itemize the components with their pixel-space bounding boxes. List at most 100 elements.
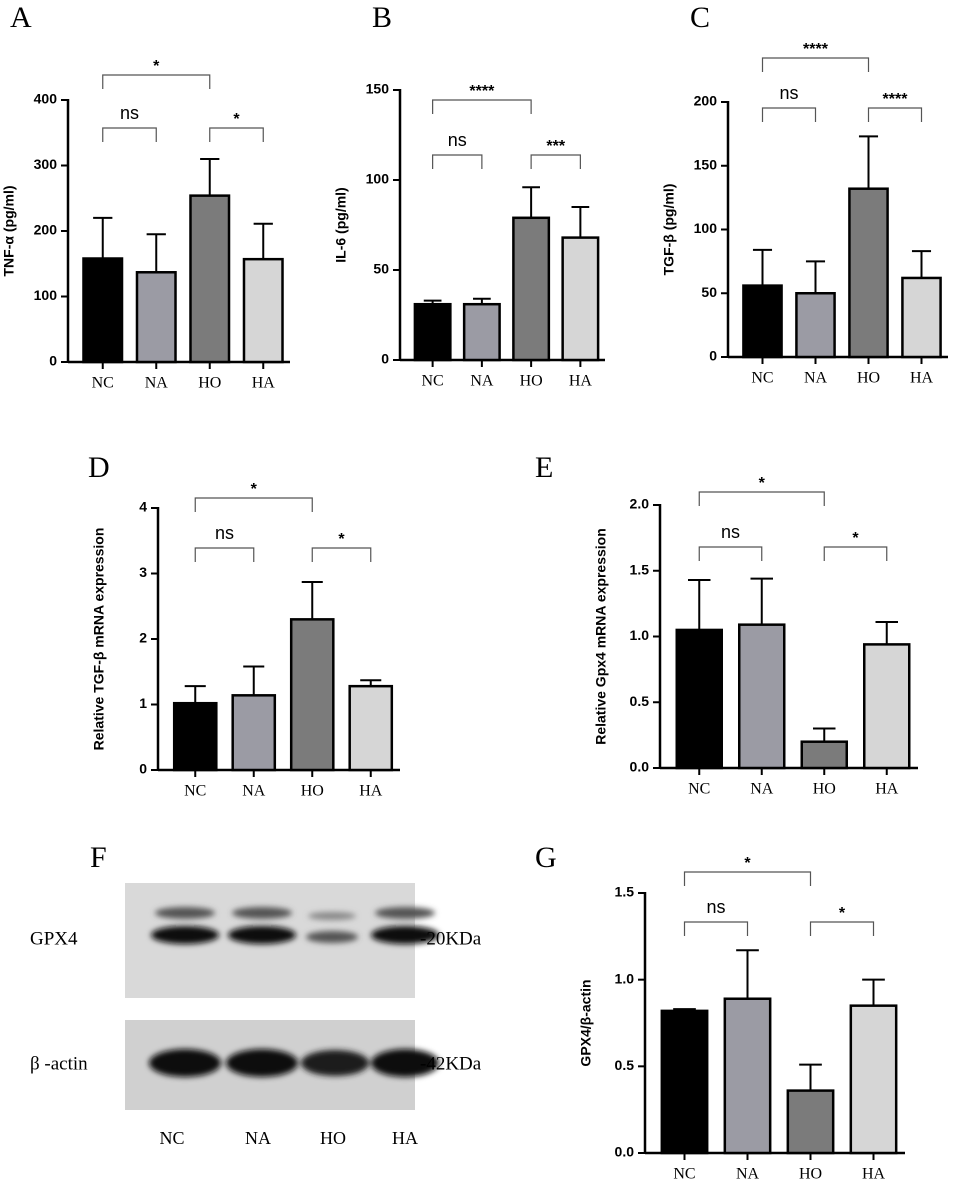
panel-label: C (690, 1, 710, 34)
y-tick-label: 100 (366, 171, 390, 187)
bar (738, 623, 786, 770)
bar (135, 271, 177, 364)
chart-panel: E Relative Gpx4 mRNA expression 0.0 0.5 1.0 1… (535, 451, 918, 798)
y-tick-label: 1.0 (615, 970, 635, 986)
x-tick-label: HO (857, 370, 880, 387)
x-tick-label: NA (736, 1166, 760, 1183)
panel-label: G (535, 841, 557, 874)
y-tick-label: 1 (139, 695, 147, 711)
x-tick-label: NC (688, 781, 710, 798)
x-tick-label: NA (470, 373, 494, 390)
significance-label: **** (469, 83, 495, 100)
bar (172, 701, 218, 772)
blot-row-label: β -actin (30, 1053, 88, 1074)
y-tick-label: 50 (373, 261, 389, 277)
bar (848, 187, 889, 359)
y-tick-label: 0.5 (615, 1057, 635, 1073)
y-axis-label: TNF-α (pg/ml) (1, 185, 17, 276)
significance-bracket (761, 107, 817, 122)
significance-bracket (102, 74, 211, 89)
panel-label: F (90, 841, 107, 874)
chart-panel: D Relative TGF-β mRNA expression 0 1 2 3 4 NC NA… (88, 451, 400, 800)
significance-bracket (698, 546, 763, 561)
significance-bracket (761, 57, 870, 72)
y-tick-label: 2 (139, 630, 147, 646)
x-tick-label: NC (673, 1166, 695, 1183)
y-tick-label: 0 (139, 761, 147, 777)
x-tick-label: NC (92, 375, 114, 392)
significance-label: ns (706, 897, 725, 917)
x-tick-label: NA (804, 370, 828, 387)
x-tick-label: HO (799, 1166, 822, 1183)
blot-bands (149, 907, 439, 1077)
significance-label: ns (448, 130, 467, 150)
x-tick-label: HO (520, 373, 543, 390)
panel-label: B (372, 1, 392, 34)
y-axis-label: GPX4/β-actin (578, 979, 594, 1066)
x-tick-label: HA (862, 1166, 886, 1183)
blot-size-label: -20KDa (420, 928, 482, 949)
y-tick-label: 150 (694, 156, 718, 172)
x-tick-label: HO (198, 375, 221, 392)
significance-bracket (530, 154, 581, 169)
x-tick-label: NA (145, 375, 169, 392)
significance-label: * (744, 855, 751, 872)
significance-bracket (698, 491, 825, 506)
x-tick-label: HO (301, 783, 324, 800)
chart-panel: G GPX4/β-actin 0.0 0.5 1.0 1.5 NC NA HO HA ns * * (535, 841, 905, 1183)
bar (561, 236, 600, 362)
y-tick-label: 0.0 (615, 1144, 635, 1160)
blot-lane-label: HA (392, 1128, 418, 1148)
x-tick-label: HA (359, 783, 383, 800)
y-tick-label: 2.0 (630, 496, 650, 512)
bar (231, 694, 277, 772)
x-tick-label: HA (910, 370, 934, 387)
y-tick-label: 50 (701, 284, 717, 300)
x-tick-label: HO (813, 781, 836, 798)
significance-bracket (194, 547, 255, 562)
blot-size-label: -42KDa (420, 1053, 482, 1074)
x-tick-label: HA (569, 373, 593, 390)
significance-label: * (233, 111, 240, 128)
y-tick-label: 0 (49, 353, 57, 369)
bar (82, 257, 124, 364)
significance-bracket (209, 127, 264, 142)
y-tick-label: 1.5 (630, 561, 650, 577)
y-tick-label: 3 (139, 564, 147, 580)
significance-bracket (432, 154, 483, 169)
bar (242, 257, 284, 364)
y-tick-label: 150 (366, 81, 390, 97)
bar (901, 276, 942, 359)
y-axis-label: Relative TGF-β mRNA expression (91, 528, 107, 751)
x-tick-label: HA (875, 781, 899, 798)
panel-label: D (88, 451, 110, 484)
bar (660, 1009, 709, 1155)
panel-label: A (10, 1, 32, 34)
y-tick-label: 0 (709, 348, 717, 364)
bar (723, 997, 772, 1155)
chart-panel: C TGF-β (pg/ml) 0 50 100 150 200 NC NA HO HA ns ****… (661, 1, 948, 387)
y-tick-label: 0 (381, 351, 389, 367)
significance-bracket (683, 871, 812, 886)
y-tick-label: 1.0 (630, 627, 650, 643)
y-tick-label: 0.5 (630, 693, 650, 709)
bar (413, 302, 452, 362)
significance-label: * (759, 475, 766, 492)
blot-row-label: GPX4 (30, 928, 78, 949)
bar (849, 1004, 898, 1155)
significance-label: * (153, 58, 160, 75)
bar (512, 216, 551, 362)
significance-label: **** (803, 41, 829, 58)
y-axis-label: IL-6 (pg/ml) (333, 187, 349, 262)
bar (348, 684, 394, 772)
bar (675, 628, 723, 770)
significance-bracket (102, 127, 157, 142)
y-tick-label: 0.0 (630, 759, 650, 775)
bar (786, 1089, 835, 1155)
significance-label: * (839, 905, 846, 922)
western-blot: F GPX4 -20KDa β -actin -42KDa NC NA HO H… (30, 841, 482, 1148)
y-tick-label: 4 (139, 499, 147, 515)
significance-bracket (432, 99, 532, 114)
y-tick-label: 200 (34, 222, 58, 238)
